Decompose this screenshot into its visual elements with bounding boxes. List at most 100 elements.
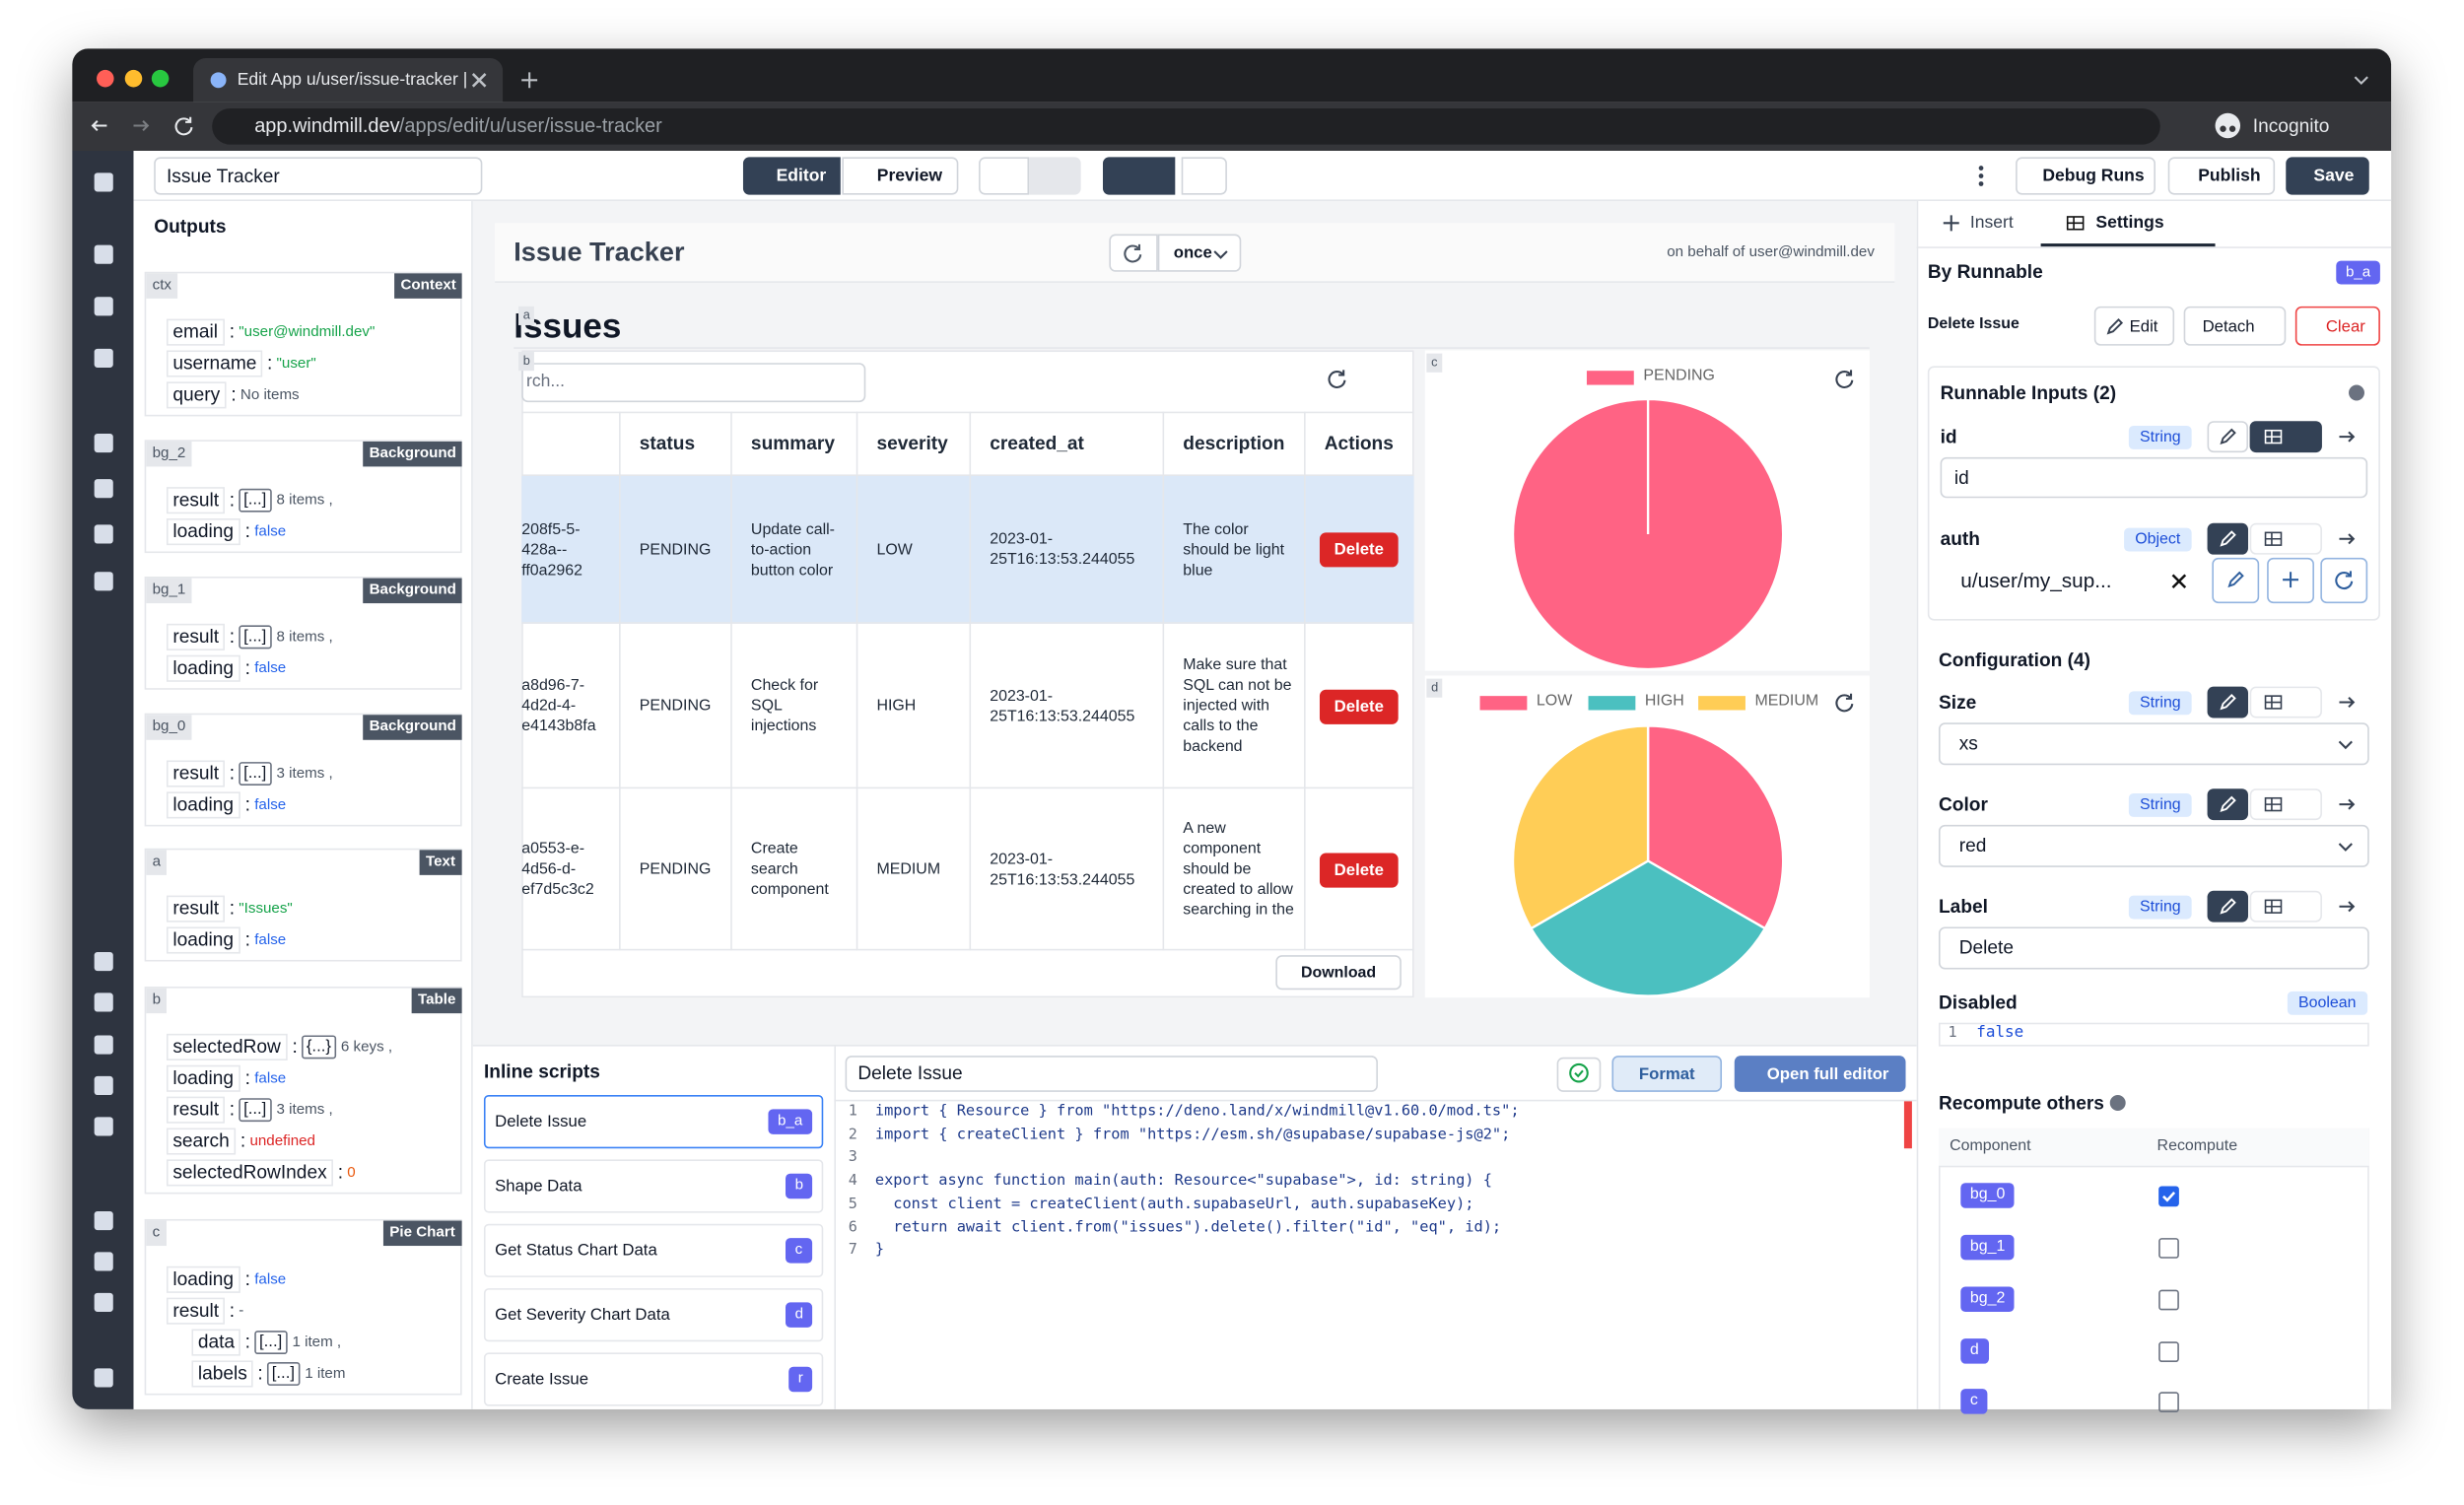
run-mode-select[interactable]: once [1157, 234, 1242, 272]
recompute-checkbox[interactable] [2158, 1289, 2179, 1311]
resource-button[interactable] [2320, 557, 2368, 604]
refresh-button[interactable] [1109, 234, 1158, 272]
recompute-checkbox[interactable] [2158, 1186, 2179, 1207]
script-id: c [786, 1238, 812, 1264]
config-field[interactable]: Delete [1938, 926, 2369, 970]
fullscreen-toggle[interactable] [1181, 157, 1227, 195]
script-item[interactable] [483, 1288, 824, 1342]
component-tag: bg_2 [1960, 1286, 2015, 1312]
icon-part [2339, 697, 2356, 709]
layout-toggle[interactable] [1102, 157, 1176, 195]
connect-button[interactable] [2249, 788, 2322, 821]
delete-button[interactable]: Delete [1319, 532, 1399, 568]
output-token: [...] [254, 1331, 288, 1355]
icon-part [2067, 216, 2084, 230]
output-token: false [254, 1270, 287, 1289]
icon [2354, 76, 2368, 85]
script-item[interactable] [483, 1223, 824, 1277]
output-token: : [337, 1160, 344, 1184]
tab-insert[interactable]: Insert [1969, 213, 2014, 233]
pencil-button[interactable] [2207, 788, 2249, 821]
output-token: email [166, 318, 225, 346]
resource-button[interactable] [2267, 557, 2314, 604]
table-row[interactable] [521, 788, 1414, 951]
config-field[interactable]: red [1938, 824, 2369, 867]
connect-button[interactable] [2249, 686, 2322, 718]
format-button[interactable]: Format [1611, 1056, 1723, 1092]
window-controls-part [151, 69, 170, 88]
delete-button[interactable]: Delete [1319, 688, 1399, 724]
search-input[interactable]: rch... [521, 363, 866, 403]
config-field[interactable]: xs [1938, 722, 2369, 766]
icon-part [2265, 430, 2282, 444]
detach-button[interactable]: Detach [2183, 306, 2287, 346]
pencil-button[interactable] [2207, 686, 2249, 718]
icon-part [1569, 1062, 1589, 1083]
icon [2220, 693, 2236, 711]
column-header: status [639, 432, 696, 454]
app-name-input[interactable]: Issue Tracker [154, 157, 483, 195]
input-field[interactable]: id [1940, 456, 2368, 499]
script-name-input[interactable]: Delete Issue [845, 1056, 1378, 1092]
output-token: false [254, 931, 287, 949]
script-item[interactable] [483, 1159, 824, 1213]
connect-button[interactable] [2249, 522, 2322, 555]
publish-button[interactable]: Publish [2167, 157, 2276, 195]
table-cell: Update call-to-action button color [750, 520, 835, 580]
connect-button[interactable] [2249, 421, 2322, 453]
clear-button[interactable]: Clear [2294, 306, 2380, 346]
icon-part [2220, 795, 2236, 813]
output-token: result [166, 895, 226, 923]
mobile-toggle[interactable] [979, 157, 1030, 195]
open-full-editor-button[interactable]: Open full editor [1734, 1056, 1906, 1092]
desktop-toggle[interactable] [1029, 157, 1081, 195]
recompute-checkbox[interactable] [2158, 1392, 2179, 1413]
pencil-button[interactable] [2207, 522, 2249, 555]
recompute-table [1938, 1128, 2369, 1409]
sidebar-icons-part [94, 1035, 113, 1055]
table-row[interactable] [521, 475, 1414, 624]
sidebar-icons-part [94, 1210, 113, 1231]
delete-button[interactable]: Delete [1319, 852, 1399, 887]
save-button[interactable]: Save [2286, 157, 2369, 195]
pencil-button[interactable] [2207, 890, 2249, 923]
script-id: r [788, 1366, 813, 1393]
profile-name: Incognito [2252, 114, 2330, 137]
type-badge: String [2128, 792, 2192, 817]
output-token: [...] [239, 625, 272, 650]
table-row[interactable] [521, 624, 1414, 789]
column-divider [619, 411, 621, 951]
line-number: 6 [848, 1218, 857, 1236]
edit-button[interactable]: Edit [2093, 306, 2175, 346]
recompute-checkbox[interactable] [2158, 1238, 2179, 1259]
preview-button[interactable]: Preview [842, 157, 959, 195]
inputs-title: Runnable Inputs (2) [1940, 381, 2117, 404]
checkmark-part [2162, 1191, 2176, 1202]
icon [521, 72, 538, 89]
icon-part [2265, 900, 2282, 914]
script-item[interactable] [483, 1352, 824, 1406]
tab-favicon-part [210, 72, 227, 89]
editor-button[interactable]: Editor [742, 157, 841, 195]
recompute-checkbox[interactable] [2158, 1341, 2179, 1362]
icon [2220, 795, 2236, 813]
resource-button[interactable] [2212, 557, 2260, 604]
resource-field[interactable]: u/user/my_sup... [1960, 569, 2112, 592]
legend-label: PENDING [1643, 367, 1715, 385]
more-menu-part [1978, 166, 1984, 171]
config-name: Color [1938, 792, 1988, 816]
icon-part [2335, 572, 2354, 590]
icon [1835, 693, 1854, 713]
output-id: a [146, 850, 168, 875]
download-button[interactable]: Download [1275, 955, 1402, 991]
output-token: false [254, 659, 287, 678]
connect-button[interactable] [2249, 890, 2322, 923]
tab-settings[interactable]: Settings [2095, 213, 2164, 233]
output-token: loading [166, 791, 240, 819]
output-token: [...] [239, 762, 272, 786]
pencil-button[interactable] [2207, 421, 2249, 453]
output-token: loading [166, 654, 240, 682]
debug-runs-button[interactable]: Debug Runs [2016, 157, 2156, 195]
script-item[interactable] [483, 1095, 824, 1149]
output-token: : [229, 625, 236, 648]
